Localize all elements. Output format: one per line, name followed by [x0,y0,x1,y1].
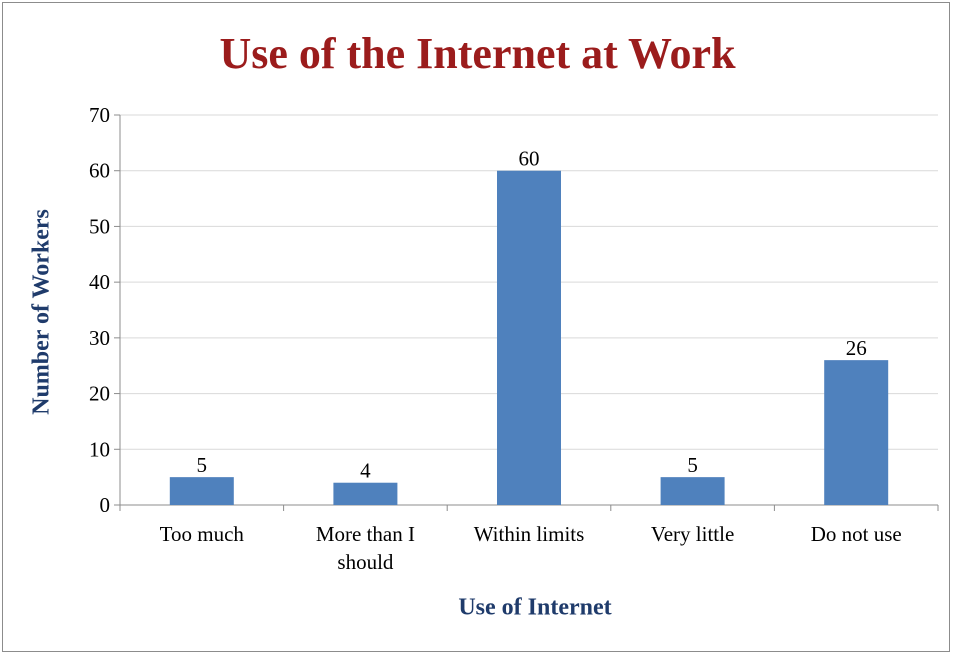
y-tick-label: 60 [89,159,110,183]
data-label-0: 5 [197,453,208,477]
x-tick-label-2: Within limits [474,522,585,546]
y-tick-label: 20 [89,382,110,406]
x-tick-label-0: Too much [160,522,245,546]
chart-title: Use of the Internet at Work [219,29,736,78]
y-tick-label: 50 [89,214,110,238]
bar-4 [824,360,889,505]
data-label-3: 5 [687,453,698,477]
y-tick-label: 40 [89,270,110,294]
y-tick-label: 0 [100,493,111,517]
x-tick-label-4: Do not use [811,522,902,546]
x-axis-label: Use of Internet [458,594,612,621]
bar-2 [497,170,561,505]
bar-1 [333,482,398,505]
bar-0 [169,477,234,505]
data-label-4: 26 [846,336,867,360]
x-tick-label-3: Very little [651,522,734,546]
y-tick-label: 70 [89,103,110,127]
y-tick-label: 10 [89,437,110,461]
y-tick-label: 30 [89,326,110,350]
data-label-2: 60 [519,147,540,171]
bar-3 [660,477,725,505]
data-label-1: 4 [360,459,371,483]
